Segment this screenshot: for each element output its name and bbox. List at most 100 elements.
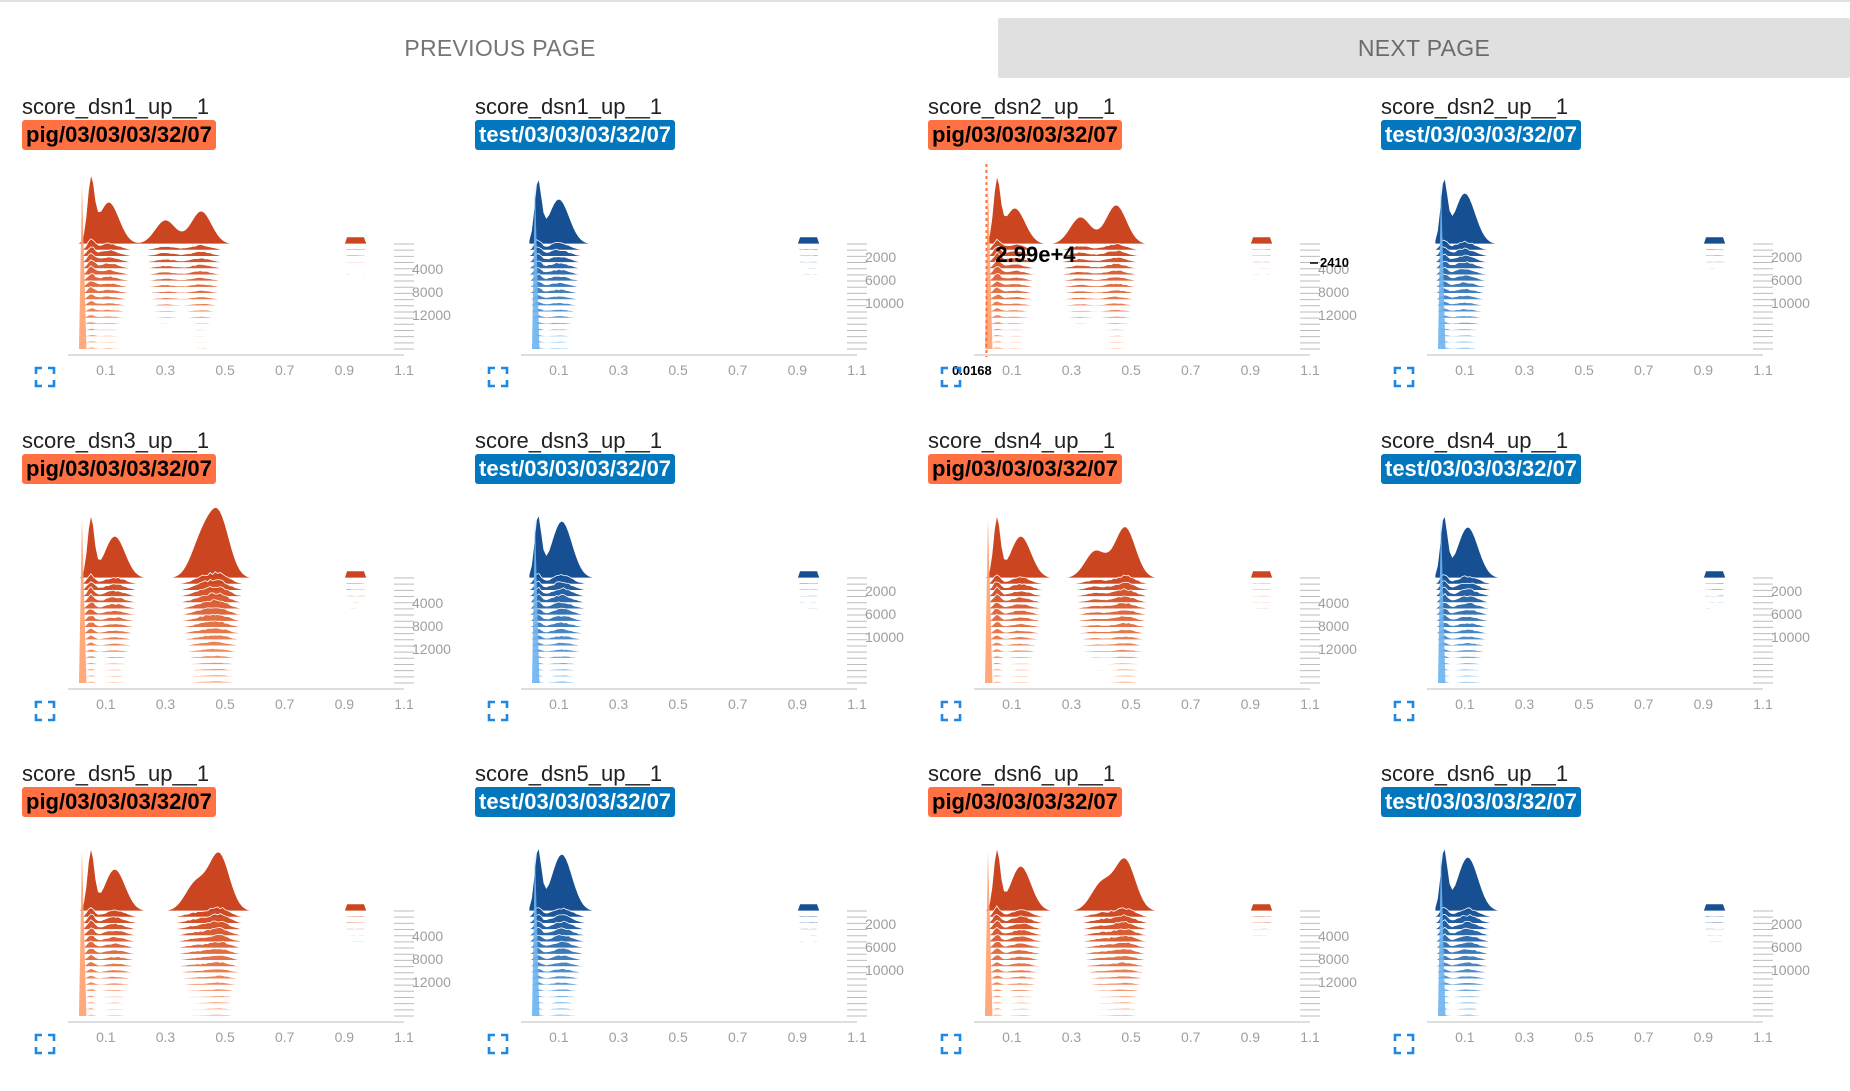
histogram-slice bbox=[76, 948, 374, 954]
fullscreen-expand-icon[interactable] bbox=[487, 700, 509, 722]
histogram-chart[interactable]: 0.1 0.3 0.5 0.7 0.9 1.1 4000 8000 12000 bbox=[952, 841, 1342, 1041]
run-badge: test/03/03/03/32/07 bbox=[1381, 120, 1581, 150]
histogram-chart[interactable]: 0.1 0.3 0.5 0.7 0.9 1.1 2000 6000 10000 bbox=[1405, 508, 1795, 708]
histogram-slice bbox=[982, 1008, 1280, 1010]
x-tick-label: 0.5 bbox=[1574, 696, 1594, 712]
histogram-slice bbox=[529, 989, 827, 991]
histogram-slice bbox=[76, 628, 374, 634]
histogram-slice bbox=[529, 656, 827, 658]
histogram-chart[interactable]: 0.1 0.3 0.5 0.7 0.9 1.1 2000 6000 10000 bbox=[1405, 841, 1795, 1041]
histogram-slice bbox=[1435, 948, 1733, 954]
histogram-slice bbox=[76, 174, 374, 244]
top-border bbox=[0, 0, 1850, 2]
y-tick-label: 12000 bbox=[1318, 974, 1357, 990]
x-tick-label: 0.9 bbox=[1241, 362, 1261, 378]
fullscreen-expand-icon[interactable] bbox=[487, 1033, 509, 1055]
histogram-card: score_dsn2_up__1 test/03/03/03/32/07 0.1 0.… bbox=[1381, 94, 1821, 424]
previous-page-button[interactable]: PREVIOUS PAGE bbox=[0, 18, 1000, 78]
fullscreen-expand-icon[interactable] bbox=[1393, 700, 1415, 722]
histogram-chart[interactable]: 0.1 0.3 0.5 0.7 0.9 1.1 2000 6000 10000 bbox=[499, 508, 889, 708]
fullscreen-expand-icon[interactable] bbox=[1393, 366, 1415, 388]
x-tick-label: 0.1 bbox=[1455, 1029, 1475, 1045]
fullscreen-expand-icon[interactable] bbox=[940, 366, 962, 388]
x-tick-label: 0.1 bbox=[549, 696, 569, 712]
histogram-slice bbox=[76, 848, 374, 911]
fullscreen-expand-icon[interactable] bbox=[940, 700, 962, 722]
x-tick-label: 1.1 bbox=[394, 696, 414, 712]
fullscreen-expand-icon[interactable] bbox=[34, 366, 56, 388]
fullscreen-expand-icon[interactable] bbox=[34, 700, 56, 722]
histogram-slice bbox=[1435, 516, 1733, 578]
x-tick-label: 0.9 bbox=[1694, 696, 1714, 712]
x-tick-label: 0.7 bbox=[728, 696, 748, 712]
histogram-slice bbox=[76, 641, 374, 646]
histogram-slice bbox=[982, 975, 1280, 979]
y-tick-label: 12000 bbox=[1318, 641, 1357, 657]
histogram-chart[interactable]: 0.1 0.3 0.5 0.7 0.9 1.1 4000 8000 12000 2.99e+4 0.… bbox=[952, 174, 1342, 374]
histogram-chart[interactable]: 0.1 0.3 0.5 0.7 0.9 1.1 4000 8000 12000 bbox=[46, 508, 436, 708]
y-tick-label: 10000 bbox=[865, 962, 904, 978]
x-tick-label: 0.1 bbox=[1002, 362, 1022, 378]
histogram-slice bbox=[529, 848, 827, 911]
histogram-slice bbox=[76, 989, 374, 992]
histogram-slice bbox=[76, 662, 374, 664]
x-tick-label: 0.7 bbox=[1634, 1029, 1654, 1045]
histogram-slice bbox=[76, 347, 374, 349]
x-tick-label: 0.7 bbox=[728, 1029, 748, 1045]
x-tick-label: 0.9 bbox=[335, 696, 355, 712]
fullscreen-expand-icon[interactable] bbox=[1393, 1033, 1415, 1055]
histogram-slice bbox=[982, 621, 1280, 627]
hover-value: 2.99e+4 bbox=[995, 242, 1076, 267]
histogram-slice bbox=[982, 1014, 1280, 1016]
histogram-slice bbox=[982, 301, 1280, 306]
x-tick-label: 1.1 bbox=[394, 1029, 414, 1045]
x-tick-label: 0.1 bbox=[96, 1029, 116, 1045]
histogram-slice bbox=[982, 995, 1280, 997]
histogram-slice bbox=[76, 301, 374, 306]
x-tick-label: 0.9 bbox=[335, 362, 355, 378]
histogram-slice bbox=[76, 635, 374, 640]
x-tick-label: 0.7 bbox=[1181, 696, 1201, 712]
histogram-slice bbox=[76, 1008, 374, 1010]
next-page-button[interactable]: NEXT PAGE bbox=[998, 18, 1850, 78]
y-tick-label: 4000 bbox=[1318, 595, 1349, 611]
histogram-chart[interactable]: 0.1 0.3 0.5 0.7 0.9 1.1 2000 6000 10000 bbox=[1405, 174, 1795, 374]
x-tick-label: 0.3 bbox=[156, 696, 176, 712]
histogram-slice bbox=[1435, 681, 1733, 683]
histogram-slice bbox=[982, 669, 1280, 671]
histogram-slice bbox=[529, 675, 827, 677]
histogram-slice bbox=[1435, 329, 1733, 331]
histogram-slice bbox=[529, 179, 827, 244]
histogram-slice bbox=[76, 681, 374, 683]
x-tick-label: 0.7 bbox=[1634, 696, 1654, 712]
histogram-slice bbox=[1435, 848, 1733, 911]
y-tick-label: 6000 bbox=[1771, 606, 1802, 622]
fullscreen-expand-icon[interactable] bbox=[487, 366, 509, 388]
x-tick-label: 0.1 bbox=[1002, 1029, 1022, 1045]
hover-step-value: 2410 bbox=[1320, 255, 1349, 270]
x-tick-label: 0.3 bbox=[156, 1029, 176, 1045]
fullscreen-expand-icon[interactable] bbox=[34, 1033, 56, 1055]
histogram-card: score_dsn4_up__1 pig/03/03/03/32/07 0.1 0.3… bbox=[928, 428, 1368, 758]
y-tick-label: 10000 bbox=[1771, 962, 1810, 978]
x-tick-label: 0.9 bbox=[788, 1029, 808, 1045]
histogram-chart[interactable]: 0.1 0.3 0.5 0.7 0.9 1.1 4000 8000 12000 bbox=[46, 174, 436, 374]
histogram-slice bbox=[529, 615, 827, 622]
y-tick-label: 12000 bbox=[412, 307, 451, 323]
histogram-slice bbox=[982, 649, 1280, 652]
histogram-card: score_dsn4_up__1 test/03/03/03/32/07 0.1 0.… bbox=[1381, 428, 1821, 758]
histogram-slice bbox=[529, 295, 827, 300]
card-title: score_dsn5_up__1 bbox=[475, 761, 662, 787]
histogram-chart[interactable]: 0.1 0.3 0.5 0.7 0.9 1.1 4000 8000 12000 bbox=[952, 508, 1342, 708]
histogram-card: score_dsn6_up__1 test/03/03/03/32/07 0.1 0.… bbox=[1381, 761, 1821, 1091]
histogram-slice bbox=[1435, 341, 1733, 343]
histogram-slice bbox=[76, 335, 374, 337]
x-tick-label: 0.5 bbox=[668, 362, 688, 378]
histogram-slice bbox=[982, 294, 1280, 299]
histogram-slice bbox=[529, 681, 827, 683]
histogram-chart[interactable]: 0.1 0.3 0.5 0.7 0.9 1.1 2000 6000 10000 bbox=[499, 174, 889, 374]
fullscreen-expand-icon[interactable] bbox=[940, 1033, 962, 1055]
run-badge: pig/03/03/03/32/07 bbox=[928, 120, 1122, 150]
histogram-chart[interactable]: 0.1 0.3 0.5 0.7 0.9 1.1 4000 8000 12000 bbox=[46, 841, 436, 1041]
histogram-chart[interactable]: 0.1 0.3 0.5 0.7 0.9 1.1 2000 6000 10000 bbox=[499, 841, 889, 1041]
